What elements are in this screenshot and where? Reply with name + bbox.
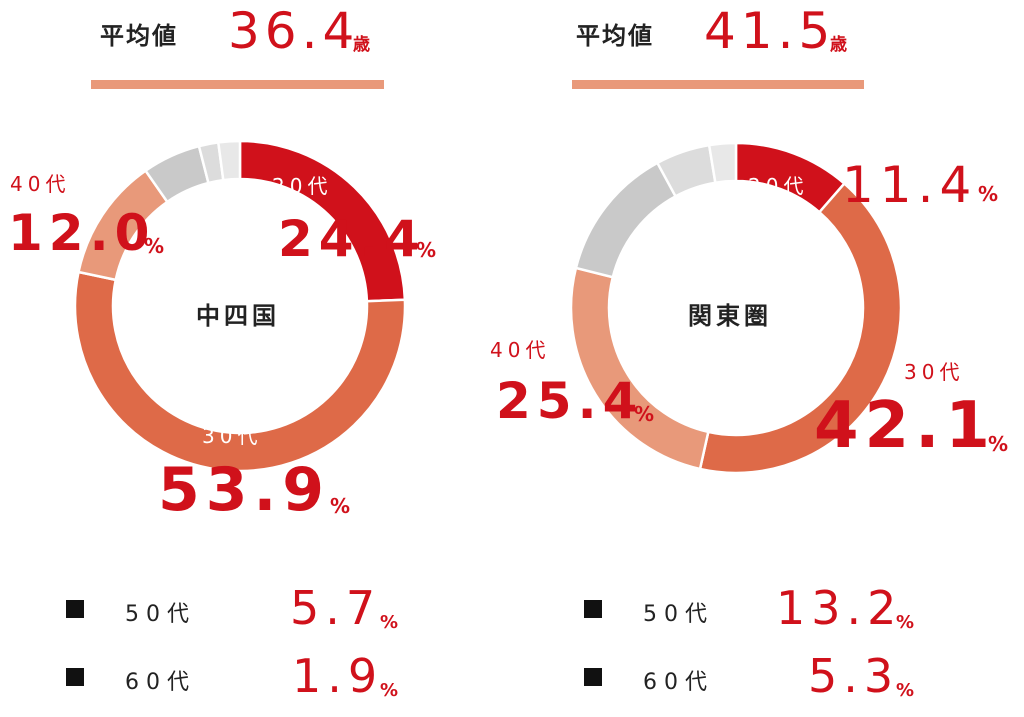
donut-slice-30s	[73, 270, 407, 473]
center-region-label: 関東圏	[688, 302, 772, 330]
slice-pct-20s: %	[978, 182, 999, 206]
legend-label-60s: 60代	[643, 670, 714, 695]
average-underline	[91, 80, 384, 89]
average-label: 平均値	[576, 22, 654, 50]
slice-value-20s: 11.4	[842, 156, 978, 214]
slice-label-30s: 30代	[904, 360, 965, 384]
slice-value-30s: 53.9	[158, 455, 331, 525]
slice-label-40s: 40代	[490, 338, 551, 362]
donut-chart	[569, 141, 903, 475]
slice-value-30s: 42.1	[814, 389, 996, 463]
donut-chart	[73, 139, 407, 473]
legend-pct-60s: %	[896, 680, 915, 701]
legend-marker	[584, 600, 602, 618]
donut-slice-other	[707, 141, 738, 185]
legend-label-60s: 60代	[125, 670, 196, 695]
donut-slice-30s	[698, 181, 903, 475]
legend-pct-50s: %	[380, 612, 399, 633]
legend-marker	[66, 668, 84, 686]
slice-pct-30s: %	[330, 494, 351, 518]
center-region-label: 中四国	[196, 302, 280, 330]
slice-pct-20s: %	[416, 238, 437, 262]
slice-label-30s: 30代	[202, 424, 263, 448]
slice-pct-40s: %	[634, 402, 655, 426]
slice-value-40s: 25.4	[496, 372, 644, 430]
chart-panel-chushikoku: 平均値 36.4 歳 中四国 20代 24.4 % 40代 12.0 % 30代…	[8, 2, 437, 703]
slice-pct-30s: %	[988, 432, 1009, 456]
slice-value-40s: 12.0	[8, 204, 156, 262]
donut-slice-50s	[574, 161, 678, 279]
legend-label-50s: 50代	[643, 602, 714, 627]
average-unit: 歳	[353, 35, 370, 55]
legend-value-60s: 1.9	[292, 649, 384, 703]
legend-pct-50s: %	[896, 612, 915, 633]
chart-panel-kanto: 平均値 41.5 歳 関東圏 20代 11.4 % 40代 25.4 % 30代…	[490, 0, 1024, 717]
legend-value-60s: 5.3	[808, 649, 900, 703]
legend-value-50s: 13.2	[776, 581, 903, 635]
legend-marker	[66, 600, 84, 618]
legend-marker	[584, 668, 602, 686]
average-underline	[572, 80, 864, 89]
slice-pct-40s: %	[144, 234, 165, 258]
average-value: 36.4	[228, 2, 360, 60]
slice-value-20s: 24.4	[278, 210, 426, 268]
legend-value-50s: 5.7	[290, 581, 382, 635]
average-unit: 歳	[830, 35, 847, 55]
donut-slice-other	[216, 139, 242, 182]
slice-label-20s: 20代	[272, 174, 333, 198]
slice-label-40s: 40代	[10, 172, 71, 196]
slice-label-20s: 20代	[748, 174, 809, 198]
average-label: 平均値	[100, 22, 178, 50]
legend-label-50s: 50代	[125, 602, 196, 627]
legend-pct-60s: %	[380, 680, 399, 701]
average-value: 41.5	[704, 2, 836, 60]
